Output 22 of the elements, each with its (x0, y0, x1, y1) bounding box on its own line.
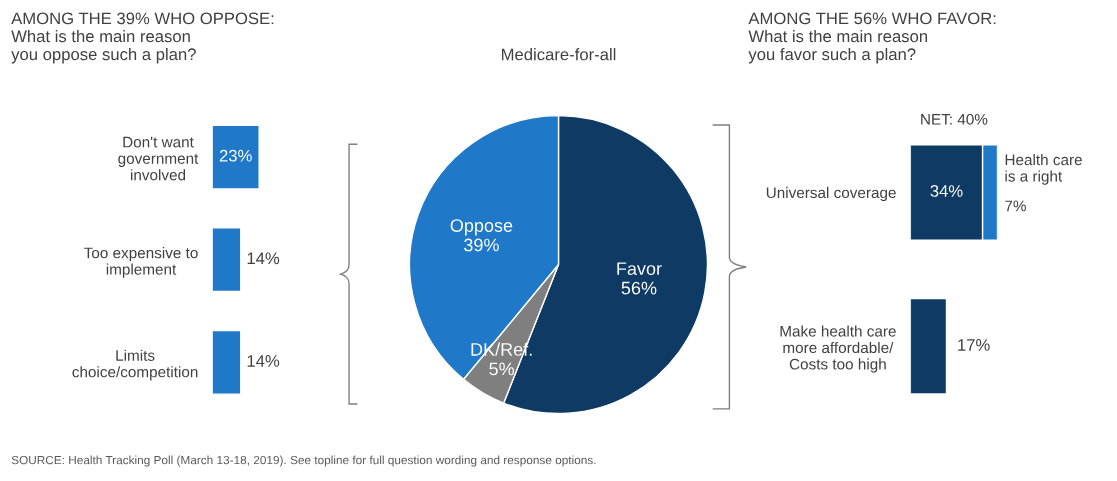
chart-title: AMONG THE 39% WHO OPPOSE: What is the main reason you oppose such a plan? (11, 12, 274, 64)
y-tick-label: Don't want government involved (118, 136, 199, 181)
data-label: 56% (621, 281, 657, 295)
chart-title: AMONG THE 56% WHO FAVOR: What is the main reason you favor such a plan? (748, 12, 996, 64)
data-label: 5% (489, 362, 515, 376)
series-label: Health care is a right (1005, 154, 1082, 185)
y-tick-label: Universal coverage (766, 186, 896, 202)
data-label: 17% (958, 339, 990, 351)
source-note: SOURCE: Health Tracking Poll (March 13-18, 2019). See topline for full question wording and response options. (11, 455, 596, 467)
total-label: NET: 40% (921, 113, 988, 125)
y-tick-label: Too expensive to implement (84, 247, 198, 278)
slice-label: Favor (617, 262, 662, 276)
data-label: 14% (247, 355, 280, 367)
data-label: 23% (219, 149, 252, 162)
data-label: 7% (1005, 200, 1026, 212)
y-tick-label: Limits choice/competition (72, 349, 198, 381)
data-label: 14% (247, 252, 280, 265)
y-tick-label: Make health care more affordable/ Costs too high (780, 325, 896, 373)
data-label: 34% (930, 185, 963, 197)
chart-title: Medicare-for-all (501, 48, 616, 61)
data-label: 39% (464, 238, 499, 252)
slice-label: Oppose (450, 219, 513, 236)
